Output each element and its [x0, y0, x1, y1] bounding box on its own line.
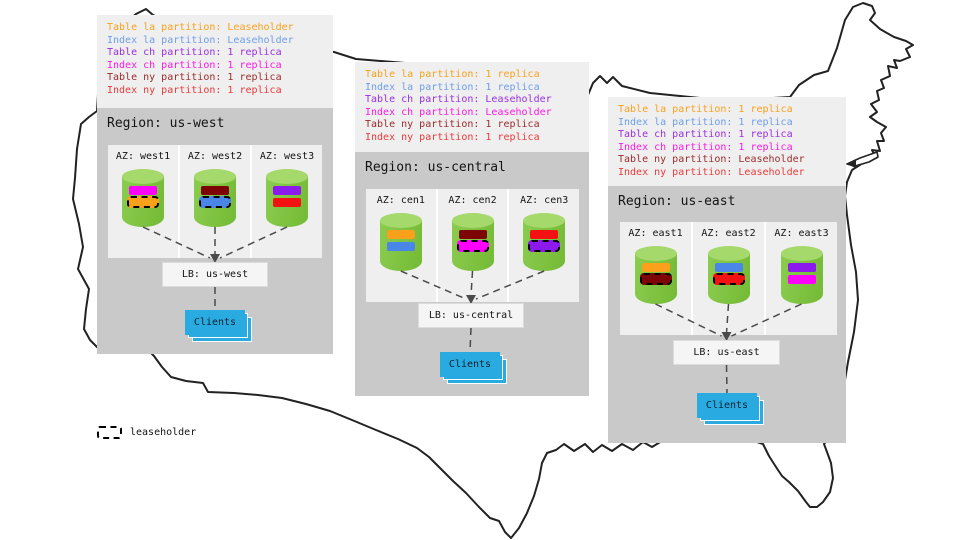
replica-bar [386, 230, 415, 239]
database-cylinder [780, 246, 823, 304]
partition-annotations-us-west: Table la partition: Leaseholder Index la … [97, 15, 333, 108]
leaseholder-bar [127, 196, 159, 208]
database-cylinder [194, 169, 236, 227]
az-label: AZ: east1 [628, 228, 683, 239]
cylinder-top [451, 213, 494, 228]
az-label: AZ: east2 [701, 228, 756, 239]
partition-annotations-us-east: Table la partition: 1 replica Index la pa… [608, 97, 846, 186]
us-map-border-path [72, 2, 914, 539]
region-box-us-east: Region: us-east AZ: east1 AZ: east2 AZ: eas… [608, 186, 846, 443]
annotation-line: Table la partition: Leaseholder [107, 22, 294, 33]
load-balancer-us-central: LB: us-central [418, 303, 524, 328]
az-box: AZ: east3 [766, 222, 837, 335]
long-island-tip [846, 159, 856, 168]
database-cylinder [379, 213, 422, 271]
annotation-line: Index ch partition: 1 replica [618, 141, 793, 153]
cylinder-top [707, 246, 750, 261]
cylinder-top [634, 246, 677, 261]
clients-label: Clients [440, 352, 500, 377]
database-cylinder [266, 169, 308, 227]
az-box: AZ: cen3 [509, 189, 580, 302]
cylinder-top [266, 169, 308, 184]
az-box: AZ: east2 [693, 222, 764, 335]
annotation-line: Index ch partition: Leaseholder [365, 106, 552, 118]
clients-label: Clients [697, 393, 757, 418]
annotation-line: Table ch partition: 1 replica [107, 47, 282, 59]
database-cylinder [451, 213, 494, 271]
replica-bar [201, 186, 229, 195]
cylinder-top [780, 246, 823, 261]
annotation-line: Table ny partition: Leaseholder [618, 154, 805, 166]
annotation-line: Table ch partition: 1 replica [618, 129, 793, 141]
annotation-line: Table la partition: 1 replica [365, 69, 540, 80]
annotation-line: Index ny partition: 1 replica [107, 84, 282, 96]
annotation-line: Index ny partition: 1 replica [365, 131, 540, 143]
az-box: AZ: west2 [180, 145, 250, 258]
legend: leaseholder [97, 426, 196, 439]
az-box: AZ: cen2 [437, 189, 508, 302]
annotation-line: Table ny partition: 1 replica [365, 119, 540, 131]
replica-bar [458, 230, 487, 239]
replica-bar [129, 186, 157, 195]
replica-bar [787, 275, 816, 284]
replica-bar [273, 186, 301, 195]
az-label: AZ: west1 [115, 151, 171, 162]
leaseholder-swatch-icon [97, 426, 122, 439]
replica-bar [787, 263, 816, 272]
region-box-us-central: Region: us-central AZ: cen1 AZ: cen2 AZ: ce… [355, 152, 589, 396]
database-cylinder [634, 246, 677, 304]
annotation-line: Index ch partition: 1 replica [107, 59, 282, 71]
cylinder-top [523, 213, 566, 228]
leaseholder-bar [712, 273, 745, 285]
az-label: AZ: cen1 [376, 195, 425, 206]
az-row: AZ: west1 AZ: west2 AZ: west3 [108, 145, 322, 258]
annotation-line: Index la partition: 1 replica [618, 116, 793, 128]
az-label: AZ: west3 [259, 151, 315, 162]
annotation-line: Index la partition: 1 replica [365, 81, 540, 93]
region-title: Region: us-central [365, 160, 506, 175]
database-cylinder [122, 169, 164, 227]
annotation-line: Table ny partition: 1 replica [107, 72, 282, 84]
cylinder-top [194, 169, 236, 184]
az-row: AZ: east1 AZ: east2 AZ: east3 [620, 222, 837, 335]
annotation-line: Table ch partition: Leaseholder [365, 94, 552, 106]
region-box-us-west: Region: us-west AZ: west1 AZ: west2 AZ: wes… [97, 108, 333, 354]
load-balancer-us-west: LB: us-west [162, 262, 268, 287]
az-label: AZ: east3 [774, 228, 829, 239]
database-cylinder [523, 213, 566, 271]
az-box: AZ: east1 [620, 222, 691, 335]
az-box: AZ: west1 [108, 145, 178, 258]
annotation-line: Table la partition: 1 replica [618, 104, 793, 115]
load-balancer-us-east: LB: us-east [673, 340, 780, 365]
region-title: Region: us-east [618, 194, 736, 209]
partition-annotations-us-central: Table la partition: 1 replica Index la pa… [355, 62, 589, 152]
clients-box-us-central: Clients [440, 352, 507, 384]
replica-bar [641, 263, 670, 272]
leaseholder-bar [639, 273, 672, 285]
legend-label: leaseholder [130, 427, 197, 438]
clients-label: Clients [185, 310, 245, 335]
replica-bar [714, 263, 743, 272]
az-box: AZ: cen1 [366, 189, 436, 302]
replica-bar [273, 198, 301, 207]
az-label: AZ: cen3 [520, 195, 569, 206]
clients-box-us-east: Clients [697, 393, 764, 425]
az-row: AZ: cen1 AZ: cen2 AZ: cen3 [366, 189, 580, 302]
leaseholder-bar [528, 240, 561, 252]
az-label: AZ: west2 [187, 151, 243, 162]
clients-box-us-west: Clients [185, 310, 252, 342]
annotation-line: Index ny partition: Leaseholder [618, 166, 805, 178]
annotation-line: Index la partition: Leaseholder [107, 34, 294, 46]
leaseholder-bar [199, 196, 231, 208]
cylinder-top [379, 213, 422, 228]
region-title: Region: us-west [107, 116, 225, 131]
cylinder-top [122, 169, 164, 184]
replica-bar [530, 230, 559, 239]
az-label: AZ: cen2 [448, 195, 497, 206]
az-box: AZ: west3 [252, 145, 322, 258]
replica-bar [386, 242, 415, 251]
leaseholder-bar [456, 240, 489, 252]
database-cylinder [707, 246, 750, 304]
